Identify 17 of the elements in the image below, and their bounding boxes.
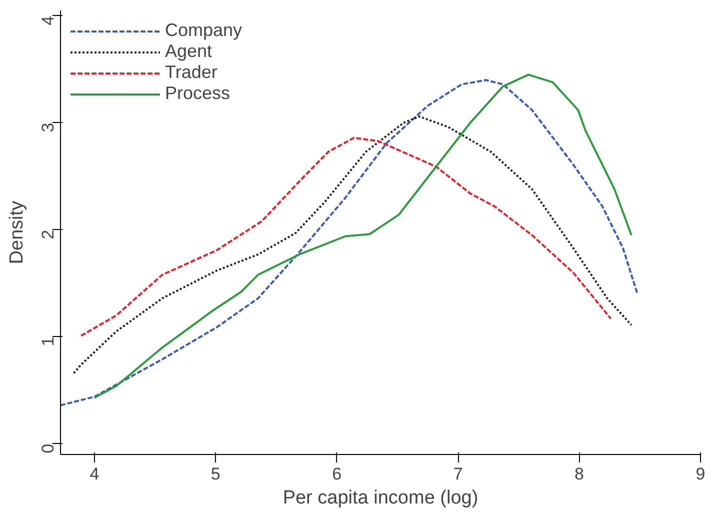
y-axis-title: Density xyxy=(6,200,28,264)
legend-label: Company xyxy=(165,20,242,41)
x-tick-label: 6 xyxy=(332,464,342,484)
x-tick-label: 8 xyxy=(574,464,584,484)
legend-label: Agent xyxy=(165,41,212,62)
y-tick-label: 1 xyxy=(38,336,58,346)
y-tick-label: 4 xyxy=(38,16,58,26)
legend-label: Trader xyxy=(165,62,218,83)
x-axis-title: Per capita income (log) xyxy=(282,488,478,508)
x-tick-label: 5 xyxy=(210,464,220,484)
y-tick-label: 2 xyxy=(38,230,58,240)
x-tick-label: 7 xyxy=(453,464,463,484)
y-tick-label: 0 xyxy=(38,444,58,454)
x-tick-label: 9 xyxy=(696,464,706,484)
x-tick-label: 4 xyxy=(90,464,100,484)
y-tick-label: 3 xyxy=(38,122,58,132)
legend-label: Process xyxy=(165,83,230,104)
